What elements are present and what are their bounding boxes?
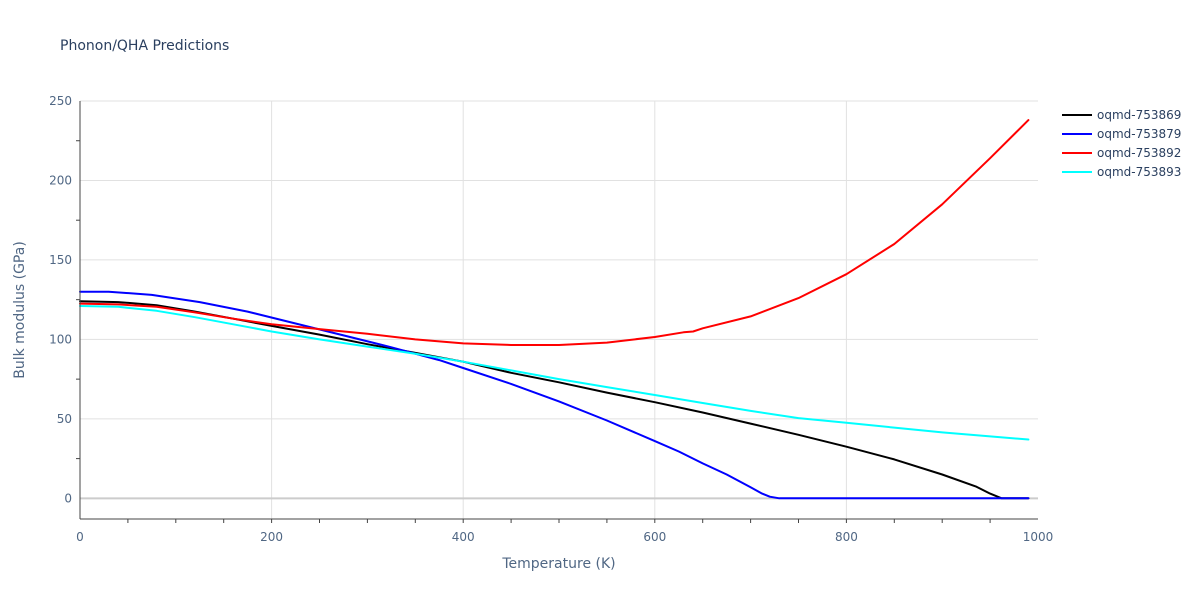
legend-item-oqmd-753869[interactable]: oqmd-753869 [1062, 108, 1181, 122]
x-tick-label: 1000 [1023, 530, 1054, 544]
y-axis-title: Bulk modulus (GPa) [12, 241, 28, 379]
legend-item-oqmd-753893[interactable]: oqmd-753893 [1062, 165, 1181, 179]
series-line-oqmd-753879[interactable] [79, 290, 1030, 500]
y-tick-label: 0 [64, 491, 72, 505]
grid-layer [80, 100, 1038, 519]
series-layer [79, 119, 1030, 500]
legend-label: oqmd-753869 [1097, 108, 1181, 122]
axis-layer: 0 200 400 600 800 1000 0 50 100 150 200 250 [49, 94, 1053, 544]
y-tick-label: 200 [49, 173, 72, 187]
legend-label: oqmd-753892 [1097, 146, 1181, 160]
legend-item-oqmd-753892[interactable]: oqmd-753892 [1062, 146, 1181, 160]
x-tick-label: 200 [260, 530, 283, 544]
x-tick-label: 0 [76, 530, 84, 544]
x-tick-label: 800 [835, 530, 858, 544]
y-tick-label: 50 [57, 412, 72, 426]
y-tick-label: 250 [49, 94, 72, 108]
series-line-oqmd-753893[interactable] [79, 305, 1030, 441]
x-tick-label: 400 [452, 530, 475, 544]
x-axis-title: Temperature (K) [501, 556, 615, 572]
y-tick-label: 150 [49, 253, 72, 267]
chart-title: Phonon/QHA Predictions [60, 38, 229, 54]
y-tick-label: 100 [49, 332, 72, 346]
legend[interactable]: oqmd-753869 oqmd-753879 oqmd-753892 oqmd-75… [1062, 108, 1181, 179]
legend-label: oqmd-753893 [1097, 165, 1181, 179]
series-line-oqmd-753892[interactable] [79, 119, 1030, 346]
x-tick-label: 600 [643, 530, 666, 544]
legend-item-oqmd-753879[interactable]: oqmd-753879 [1062, 127, 1181, 141]
legend-label: oqmd-753879 [1097, 127, 1181, 141]
